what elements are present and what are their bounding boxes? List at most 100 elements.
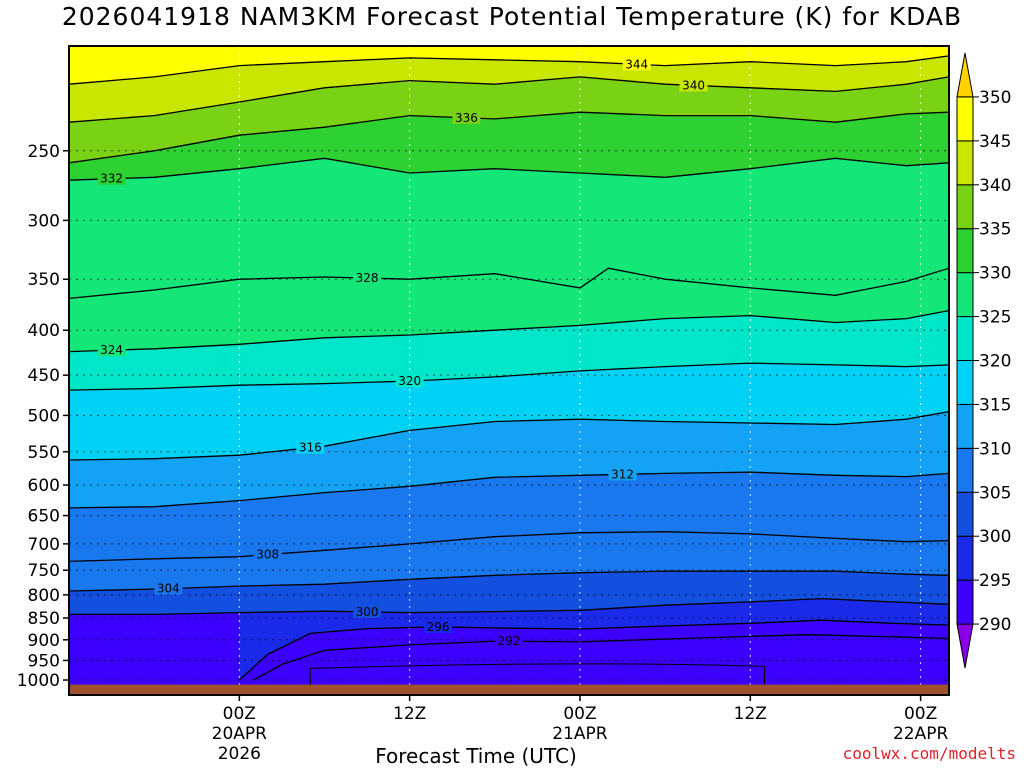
contour-label-336: 336 [455,111,478,125]
plot-frame [68,45,950,696]
contour-label-304: 304 [157,582,180,596]
contour-304 [69,570,949,592]
contour-label-316: 316 [299,441,322,455]
contour-label-bg-328 [353,270,382,285]
contour-label-bg-340 [679,77,708,92]
colorbar-seg-1 [956,579,974,625]
x-tick-label-6-1: 20APR [212,724,268,744]
contour-label-332: 332 [100,172,123,186]
y-tick-label-950: 950 [28,651,60,671]
y-tick-label-750: 750 [28,561,60,581]
colorbar-seg-12 [956,96,974,142]
x-tick-label-30-0: 00Z [563,704,596,724]
credit-link[interactable]: coolwx.com/modelts [842,744,1016,763]
contour-292 [253,634,949,681]
colorbar-label-330: 330 [979,264,1011,284]
contour-label-bg-304 [154,580,183,595]
contour-label-320: 320 [398,374,421,388]
colorbar-label-305: 305 [979,483,1011,503]
contour-label-bg-320 [395,373,424,388]
y-tick-label-350: 350 [28,270,60,290]
contour-label-296: 296 [427,620,450,634]
contour-344 [69,55,949,85]
colorbar-seg-7 [956,316,974,362]
colorbar-seg-13 [956,52,974,98]
contour-label-312: 312 [611,467,634,481]
contour-308 [69,531,949,563]
contour-label-308: 308 [256,548,279,562]
y-tick-label-700: 700 [28,535,60,555]
contour-label-344: 344 [625,57,648,71]
chart-title: 2026041918 NAM3KM Forecast Potential Tem… [61,2,963,31]
y-tick-label-900: 900 [28,631,60,651]
band-top-yellow [438,46,864,52]
colorbar-label-340: 340 [979,176,1011,196]
contour-label-bg-336 [452,109,481,124]
y-tick-label-450: 450 [28,366,60,386]
contour-316 [69,410,949,461]
contour-label-bg-292 [495,633,523,648]
contour-label-bg-344 [622,56,651,71]
y-tick-label-500: 500 [28,406,60,426]
x-tick-label-6-0: 00Z [223,704,256,724]
contour-label-324: 324 [100,343,123,357]
x-axis-title: Forecast Time (UTC) [375,744,577,768]
contour-label-bg-324 [97,342,126,357]
y-tick-label-600: 600 [28,476,60,496]
y-tick-label-800: 800 [28,586,60,606]
y-tick-label-650: 650 [28,507,60,527]
colorbar-seg-2 [956,535,974,581]
contour-label-bg-300 [353,603,382,618]
contour-label-340: 340 [682,78,705,92]
colorbar-label-310: 310 [979,439,1011,459]
contour-label-300: 300 [356,605,379,619]
colorbar-label-300: 300 [979,527,1011,547]
y-tick-label-550: 550 [28,443,60,463]
x-tick-label-42-0: 12Z [734,704,767,724]
colorbar-label-290: 290 [979,615,1011,635]
contour-296 [238,619,949,681]
x-tick-label-18-0: 12Z [393,704,426,724]
colorbar: 290 295 300 305 310 315 320 325 330 335 340 345 350 [956,52,1011,669]
contour-label-bg-296 [424,618,453,633]
colorbar-label-315: 315 [979,395,1011,415]
contour-324 [69,309,949,353]
contour-336 [69,111,949,164]
colorbar-label-325: 325 [979,308,1011,328]
y-tick-label-250: 250 [28,142,60,162]
contour-label-292: 292 [498,634,521,648]
colorbar-label-345: 345 [979,132,1011,152]
colorbar-seg-6 [956,360,974,405]
x-tick-label-54-0: 00Z [904,704,937,724]
colorbar-seg-8 [956,272,974,318]
contour-label-bg-332 [97,170,126,185]
x-tick-label-30-1: 21APR [552,724,608,744]
colorbar-label-295: 295 [979,571,1011,591]
contour-label-328: 328 [356,271,379,285]
colorbar-seg-3 [956,491,974,537]
contour-lines: 292 296 300 304 308 312 316 320 324 328 332 336 340 3… [69,55,949,681]
x-tick-label-6-2: 2026 [218,744,261,764]
colorbar-seg-9 [956,228,974,274]
plot-area [69,46,949,695]
colorbar-seg-0 [956,623,974,669]
contour-label-bg-308 [253,546,282,561]
y-tick-label-850: 850 [28,609,60,629]
grid-lines [69,46,949,695]
axes: 2503003504004505005506006507007508008509… [17,142,949,764]
colorbar-seg-11 [956,140,974,186]
band-above-340 [69,46,949,123]
contour-320 [69,362,949,391]
colorbar-seg-4 [956,447,974,493]
colorbar-label-350: 350 [979,88,1011,108]
contour-312 [69,471,949,509]
contour-332 [69,157,949,181]
colorbar-seg-10 [956,184,974,230]
contour-328 [69,267,949,300]
y-tick-label-400: 400 [28,321,60,341]
colorbar-seg-5 [956,403,974,449]
colorbar-label-335: 335 [979,220,1011,240]
cold-core [309,663,765,690]
ground-bar [69,684,949,695]
